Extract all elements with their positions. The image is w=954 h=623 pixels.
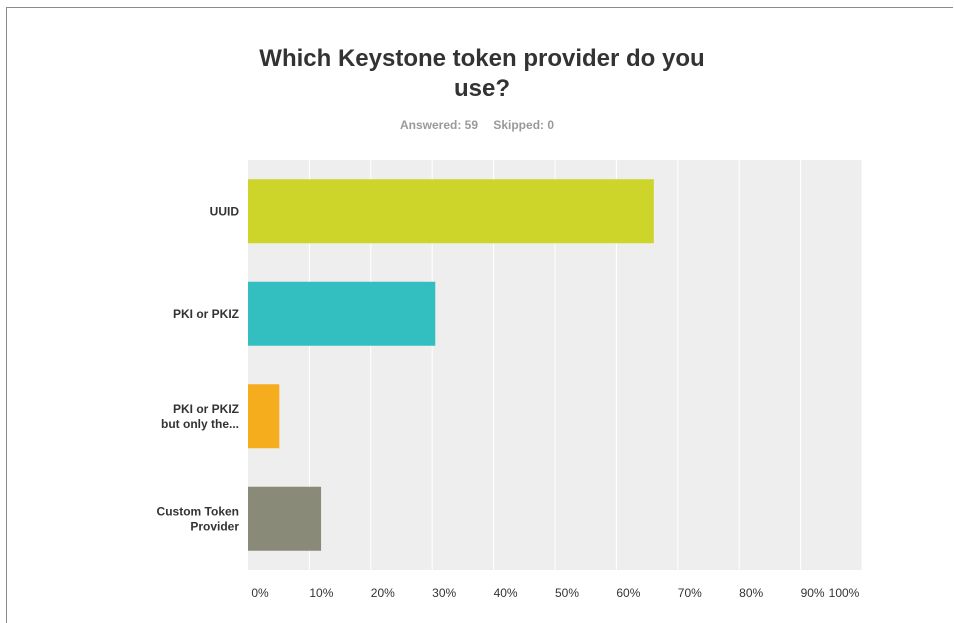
x-tick-label: 40% [494, 586, 518, 600]
x-tick-label: 60% [616, 586, 640, 600]
category-label: Custom Token Provider [157, 504, 240, 533]
category-label-line: UUID [210, 204, 240, 218]
x-tick-label: 10% [309, 586, 333, 600]
category-label: UUID [210, 204, 240, 218]
chart-frame [6, 7, 953, 623]
response-summary: Answered: 59 Skipped: 0 [0, 118, 954, 132]
x-tick-label: 20% [371, 586, 395, 600]
x-tick-label: 90% [801, 586, 825, 600]
category-label-line: PKI or PKIZ [173, 402, 239, 416]
bar[interactable] [248, 281, 436, 346]
bar[interactable] [248, 384, 280, 449]
category-label-line: Provider [190, 519, 239, 533]
x-tick-label: 0% [251, 586, 269, 600]
skipped-count: Skipped: 0 [493, 118, 555, 132]
bars [248, 179, 654, 551]
category-label-line: PKI or PKIZ [173, 307, 239, 321]
chart-title: Which Keystone token provider do you use… [259, 45, 705, 102]
x-tick-label: 30% [432, 586, 456, 600]
bar[interactable] [248, 179, 654, 244]
x-tick-labels: 0% 10% 20% 30% 40% 50% 60% 70% 80% 90% 100% [251, 586, 859, 600]
x-tick-label: 80% [739, 586, 763, 600]
category-label-line: but only the... [161, 417, 239, 431]
category-label: PKI or PKIZ [173, 307, 239, 321]
category-label: PKI or PKIZ but only the... [161, 402, 239, 431]
x-tick-label: 50% [555, 586, 579, 600]
x-tick-label: 100% [829, 586, 860, 600]
bar[interactable] [248, 486, 322, 551]
category-label-line: Custom Token [157, 504, 239, 518]
answered-count: Answered: 59 [399, 118, 478, 132]
x-tick-label: 70% [678, 586, 702, 600]
